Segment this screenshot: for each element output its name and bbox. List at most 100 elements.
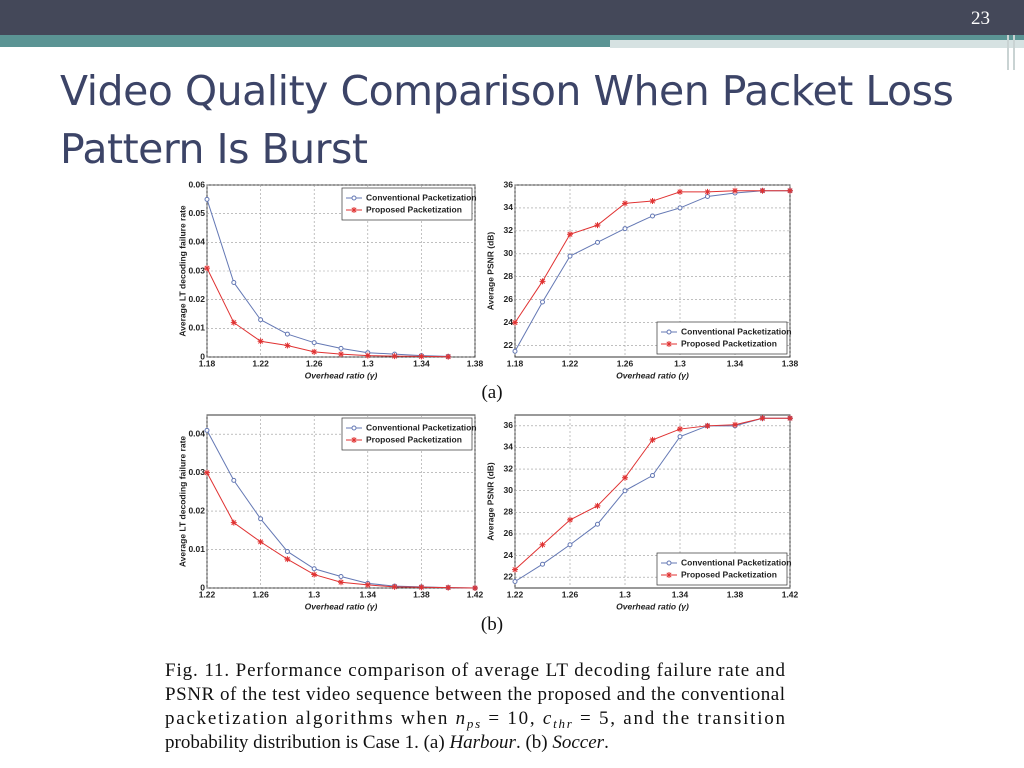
marker xyxy=(704,422,711,429)
y-tick-label: 0.04 xyxy=(188,237,205,247)
caption-text: Harbour xyxy=(448,732,516,753)
marker xyxy=(512,566,518,573)
legend-label: Proposed Packetization xyxy=(681,569,777,579)
marker xyxy=(539,278,546,285)
marker xyxy=(351,425,357,431)
marker xyxy=(284,548,290,554)
caption-math: c xyxy=(543,708,552,729)
legend-label: Proposed Packetization xyxy=(366,204,462,214)
caption-line: packetization algorithms when n ps = 10, … xyxy=(165,708,785,731)
y-tick-label: 22 xyxy=(504,571,514,581)
header-bar xyxy=(0,0,1024,35)
marker xyxy=(231,279,237,285)
marker xyxy=(677,188,683,195)
series-line xyxy=(206,267,449,358)
x-tick-label: 1.26 xyxy=(252,589,269,599)
page-number: 23 xyxy=(971,8,990,29)
marker xyxy=(666,560,672,566)
y-axis-label: Average LT decoding failure rate xyxy=(177,436,187,568)
marker xyxy=(258,516,264,522)
y-tick-label: 0 xyxy=(200,351,205,361)
x-tick-label: 1.22 xyxy=(507,589,524,599)
caption-math: ps xyxy=(466,716,480,731)
legend xyxy=(341,187,473,221)
marker xyxy=(257,338,264,345)
marker xyxy=(622,200,628,207)
y-tick-label: 0.01 xyxy=(188,544,205,554)
x-tick-label: 1.38 xyxy=(467,358,484,368)
caption-line: PSNR of the test video sequence between … xyxy=(165,684,785,705)
legend-label: Conventional Packetization xyxy=(681,557,792,567)
marker xyxy=(595,521,600,527)
marker xyxy=(622,474,628,481)
marker xyxy=(418,584,425,591)
header-accent xyxy=(610,40,1024,48)
marker xyxy=(418,353,425,360)
marker xyxy=(512,579,518,585)
x-tick-label: 1.26 xyxy=(617,358,634,368)
marker xyxy=(622,488,628,494)
marker xyxy=(230,519,237,526)
panel-label: (a) xyxy=(481,382,502,403)
legend xyxy=(341,417,473,451)
marker xyxy=(445,584,452,591)
legend xyxy=(656,321,788,355)
caption-line: Fig. 11. Performance comparison of avera… xyxy=(165,660,786,681)
marker xyxy=(759,187,766,194)
y-axis-label: Average PSNR (dB) xyxy=(485,232,495,311)
marker xyxy=(351,195,357,201)
marker xyxy=(231,477,237,483)
marker xyxy=(650,213,655,219)
marker xyxy=(204,265,210,272)
x-tick-label: 1.22 xyxy=(562,358,579,368)
marker xyxy=(567,253,573,259)
marker xyxy=(445,353,452,360)
x-tick-label: 1.34 xyxy=(413,358,430,368)
marker xyxy=(311,348,318,355)
caption-text: = 5, and the transition xyxy=(574,708,786,729)
y-tick-label: 0.01 xyxy=(188,323,205,333)
marker xyxy=(594,502,601,509)
y-tick-label: 24 xyxy=(504,317,514,327)
marker xyxy=(338,345,344,351)
legend xyxy=(656,552,788,586)
marker xyxy=(351,207,357,213)
marker xyxy=(311,571,318,578)
caption-text: probability distribution is Case 1. (a) xyxy=(165,732,449,753)
x-axis-label: Overhead ratio (γ) xyxy=(305,601,378,611)
y-tick-label: 0.03 xyxy=(188,265,205,275)
marker xyxy=(677,205,683,211)
x-tick-label: 1.38 xyxy=(413,589,430,599)
caption-text: packetization algorithms when xyxy=(165,708,454,729)
panel-label: (b) xyxy=(481,614,503,635)
y-tick-label: 32 xyxy=(504,225,514,235)
x-tick-label: 1.42 xyxy=(467,589,484,599)
caption-math: thr xyxy=(553,716,573,731)
x-tick-label: 1.18 xyxy=(507,358,524,368)
y-tick-label: 26 xyxy=(504,294,514,304)
marker xyxy=(230,319,237,326)
y-tick-label: 30 xyxy=(504,248,514,258)
marker xyxy=(351,437,357,443)
caption-text: . (b) xyxy=(516,732,552,753)
series-line xyxy=(206,199,449,357)
marker xyxy=(594,222,601,229)
y-tick-label: 32 xyxy=(504,463,514,473)
marker xyxy=(338,579,344,586)
x-tick-label: 1.34 xyxy=(360,589,377,599)
marker xyxy=(338,351,344,358)
y-axis-label: Average LT decoding failure rate xyxy=(177,205,187,337)
marker xyxy=(759,415,766,422)
caption-text: = 10, xyxy=(482,708,541,729)
marker xyxy=(622,226,628,232)
x-axis-label: Overhead ratio (γ) xyxy=(616,601,689,611)
marker xyxy=(284,342,291,349)
caption-line: probability distribution is Case 1. (a) … xyxy=(165,732,609,753)
y-tick-label: 0.02 xyxy=(188,294,205,304)
legend-label: Proposed Packetization xyxy=(681,338,777,348)
marker xyxy=(391,583,398,590)
x-tick-label: 1.42 xyxy=(782,589,799,599)
marker xyxy=(284,556,291,563)
x-tick-label: 1.34 xyxy=(727,358,744,368)
